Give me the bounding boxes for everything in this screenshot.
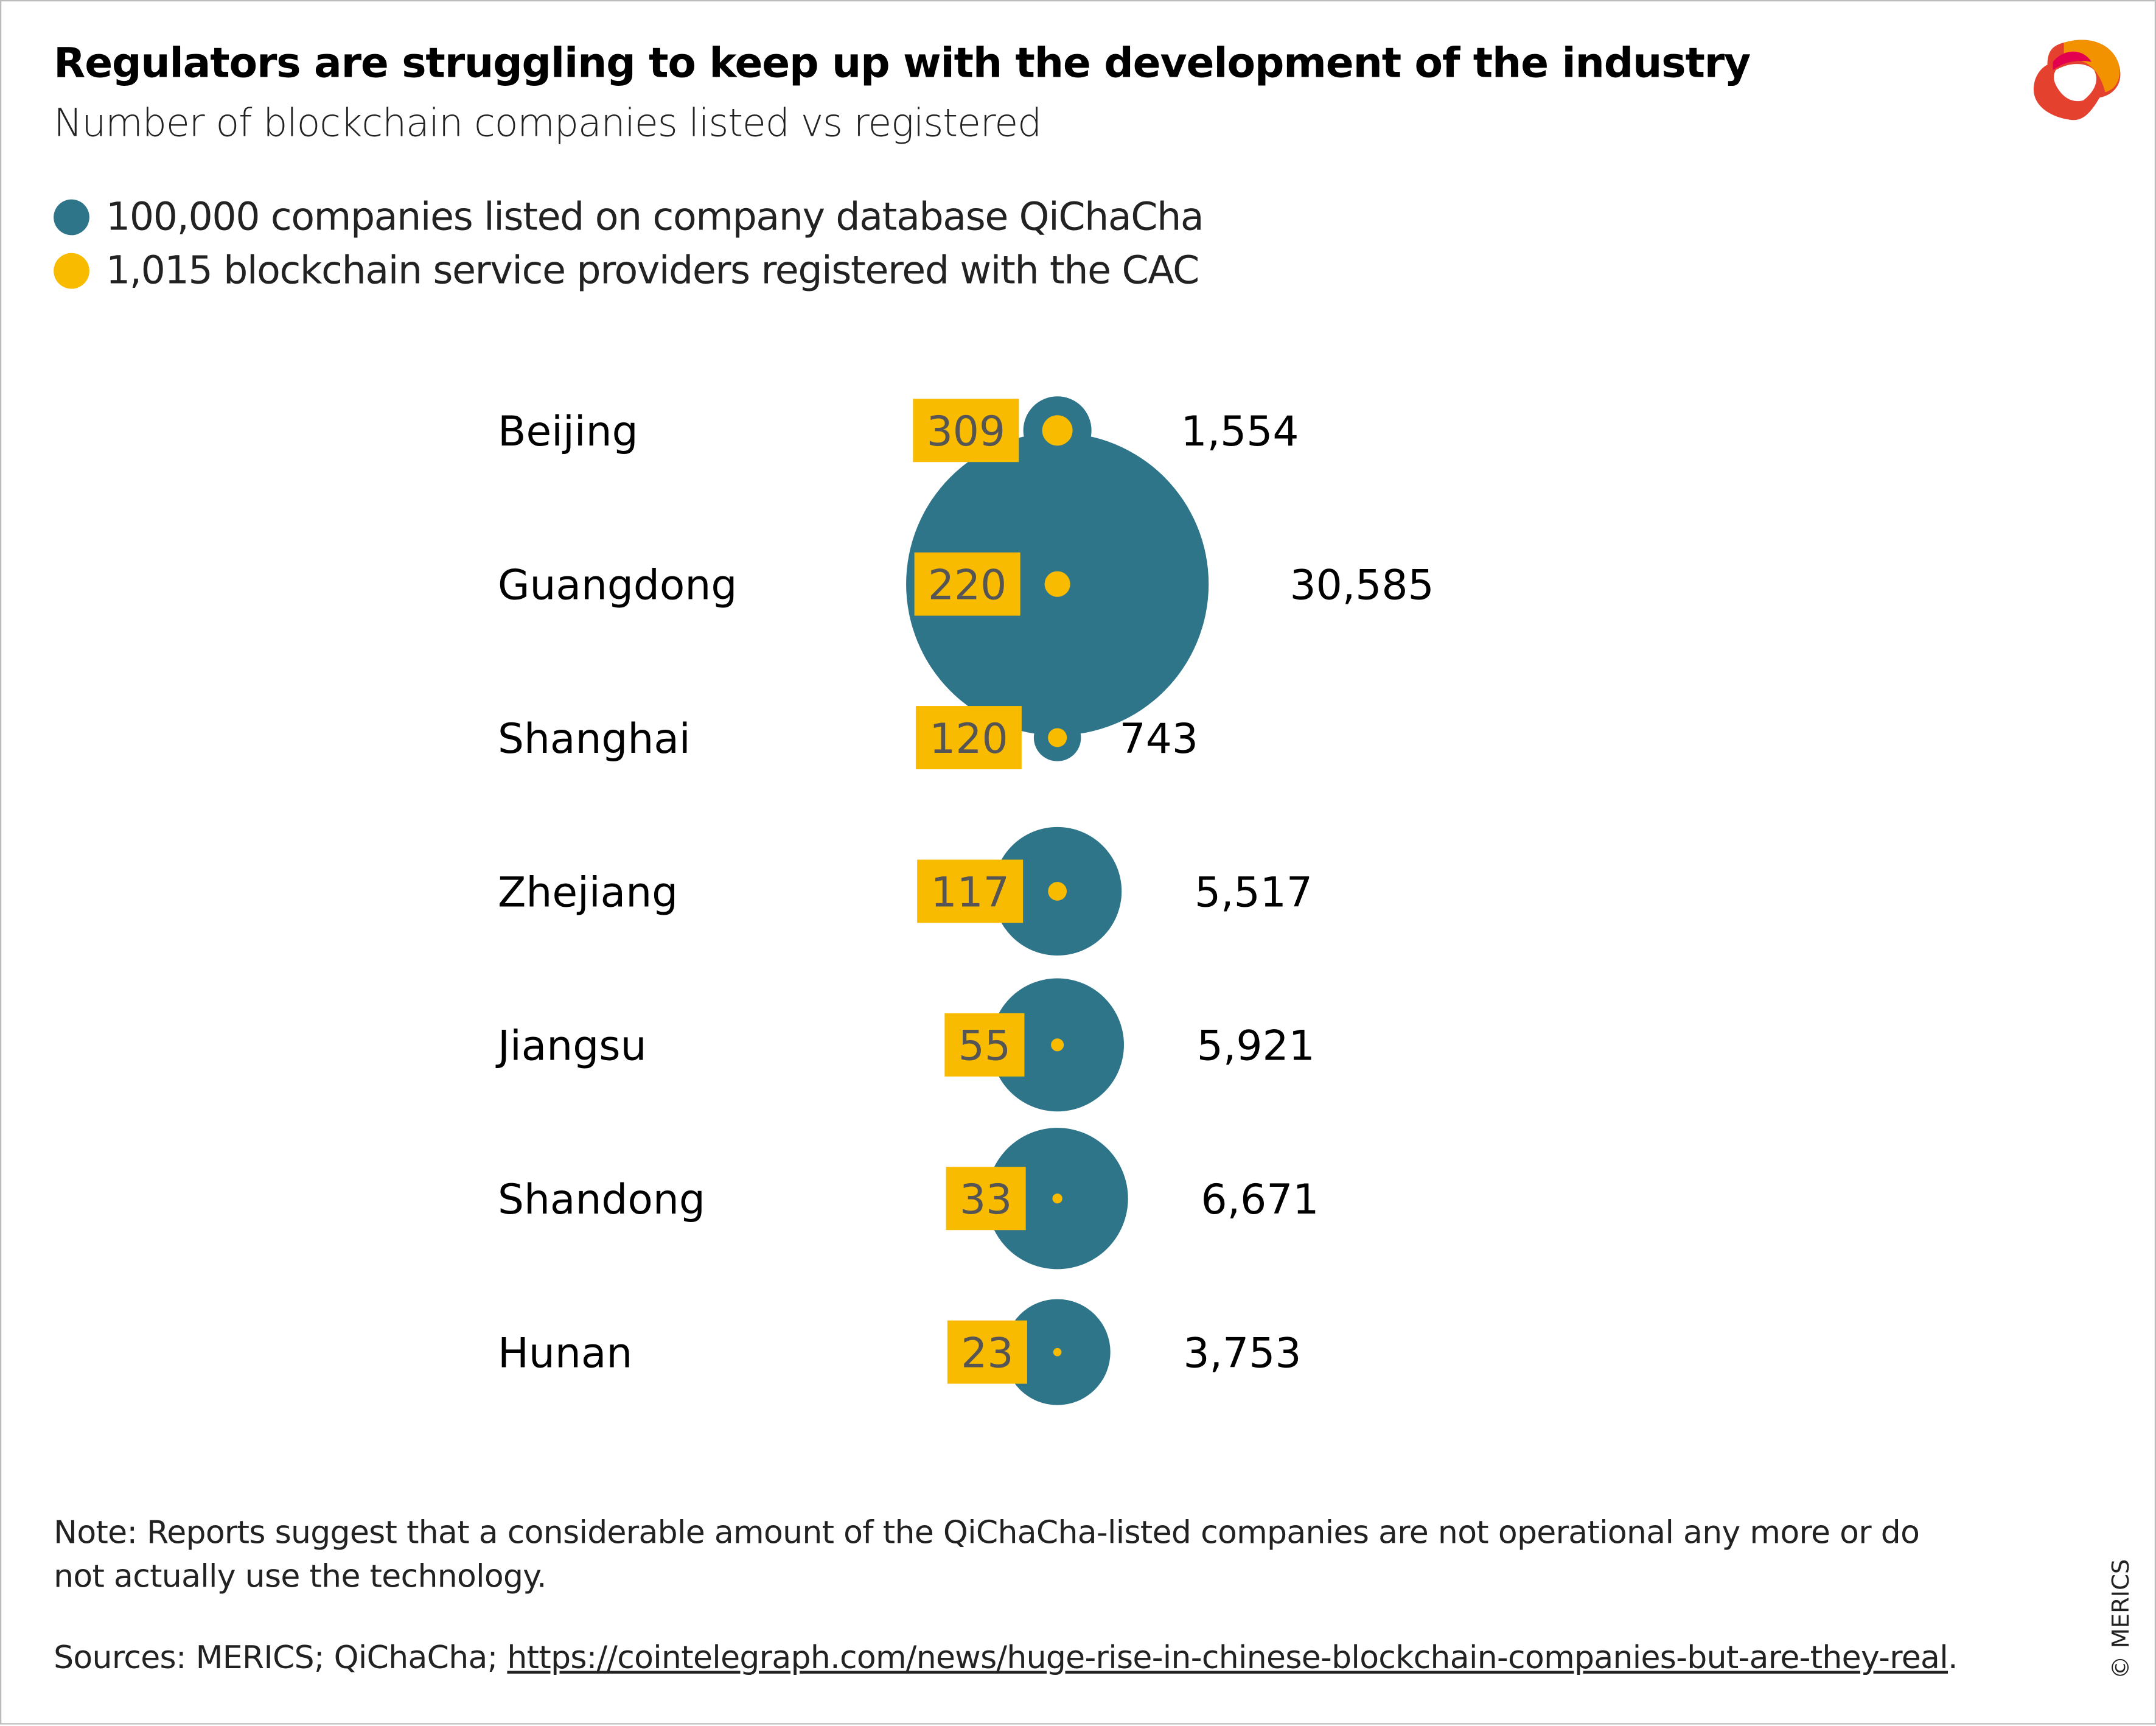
bubble-registered-shanghai: [1048, 728, 1067, 747]
chart-note: Note: Reports suggest that a considerabl…: [54, 1515, 1920, 1596]
category-label: Zhejiang: [498, 868, 678, 916]
listed-value-label: 5,517: [1195, 868, 1313, 916]
legend-label: 100,000 companies listed on company data…: [105, 194, 1204, 240]
bubble-registered-jiangsu: [1051, 1038, 1064, 1052]
registered-label-box: [944, 1013, 1025, 1077]
listed-value-label: 30,585: [1290, 561, 1434, 609]
chart-sources: Sources: MERICS; QiChaCha; https://coint…: [54, 1641, 1958, 1677]
bubble-registered-zhejiang: [1048, 882, 1067, 901]
chart-title: Regulators are struggling to keep up wit…: [54, 40, 1751, 88]
listed-value-label: 1,554: [1181, 407, 1299, 455]
category-label: Shandong: [498, 1175, 705, 1223]
listed-value-label: 6,671: [1201, 1175, 1319, 1223]
merics-logo: [2033, 40, 2121, 121]
registered-value-label: 220: [928, 561, 1006, 609]
listed-value-label: 3,753: [1183, 1329, 1301, 1377]
chart-subtitle: Number of blockchain companies listed vs…: [54, 100, 1042, 146]
legend-item-registered: 1,015 blockchain service providers regis…: [54, 248, 1199, 293]
legend-swatch-yellow: [54, 252, 89, 288]
registered-label-box: [913, 399, 1019, 463]
registered-label-box: [946, 1167, 1026, 1231]
registered-label-box: [914, 552, 1020, 616]
registered-value-label: 117: [930, 868, 1009, 916]
sources-prefix: Sources: MERICS; QiChaCha;: [54, 1640, 508, 1677]
bubble-registered-beijing: [1042, 415, 1073, 446]
registered-value-label: 120: [929, 715, 1008, 763]
legend-swatch-teal: [54, 198, 89, 235]
copyright: © MERICS: [2107, 1559, 2136, 1679]
registered-label-box: [917, 859, 1024, 923]
bubble-registered-guangdong: [1044, 571, 1070, 597]
sources-suffix: .: [1948, 1640, 1958, 1677]
registered-label-box: [947, 1320, 1027, 1384]
category-label: Hunan: [498, 1329, 632, 1377]
category-label: Beijing: [498, 407, 638, 455]
listed-value-label: 5,921: [1197, 1022, 1315, 1070]
registered-label-box: [915, 706, 1022, 770]
category-label: Guangdong: [498, 561, 737, 609]
listed-value-label: 743: [1120, 715, 1198, 763]
registered-value-label: 309: [927, 407, 1005, 455]
sources-link[interactable]: https://cointelegraph.com/news/huge-rise…: [507, 1640, 1948, 1677]
registered-value-label: 33: [960, 1175, 1012, 1223]
category-label: Shanghai: [498, 715, 691, 763]
bubble-registered-shandong: [1052, 1193, 1062, 1204]
registered-value-label: 55: [958, 1022, 1011, 1070]
legend-item-listed: 100,000 companies listed on company data…: [54, 194, 1204, 240]
legend-label: 1,015 blockchain service providers regis…: [105, 247, 1199, 293]
category-label: Jiangsu: [495, 1022, 647, 1070]
registered-value-label: 23: [961, 1329, 1013, 1377]
bubble-registered-hunan: [1053, 1347, 1062, 1357]
